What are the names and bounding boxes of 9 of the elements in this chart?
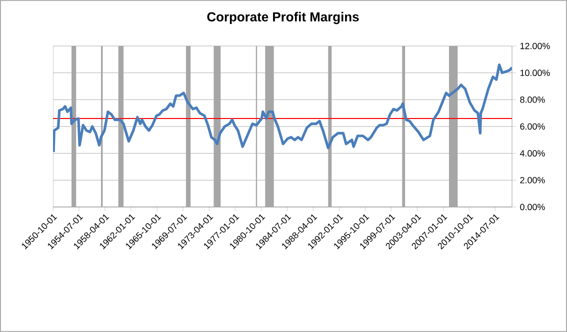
chart-title: Corporate Profit Margins [207, 12, 359, 24]
y-tick-label: 8.00% [520, 96, 545, 103]
y-tick-label: 4.00% [520, 150, 545, 157]
y-tick-label: 6.00% [520, 123, 545, 130]
y-tick-label: 0.00% [520, 204, 545, 210]
y-tick-label: 12.00% [520, 42, 550, 50]
y-tick-label: 2.00% [520, 176, 545, 184]
y-tick-label: 10.00% [520, 70, 550, 76]
line-series [53, 63, 512, 154]
